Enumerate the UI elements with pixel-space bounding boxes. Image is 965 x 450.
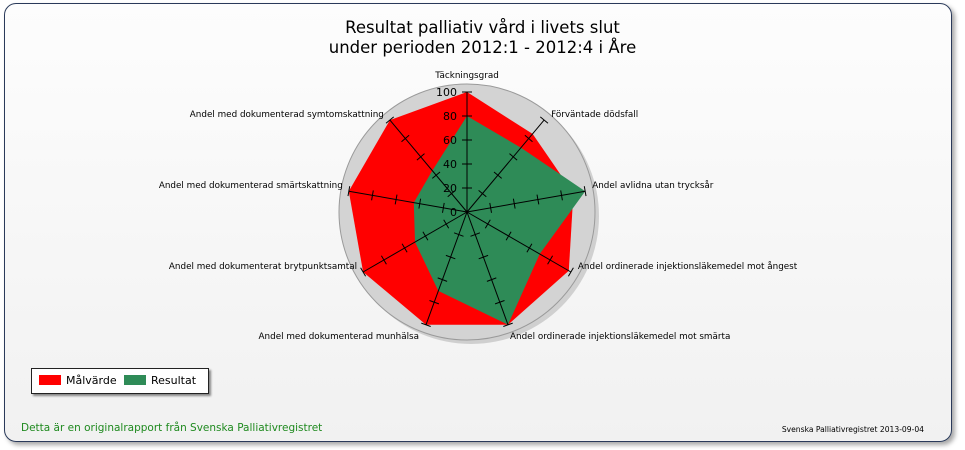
spoke-tick [526,243,533,253]
chart-title: Resultat palliativ vård i livets slut un… [0,18,965,58]
spoke-tick [493,171,503,179]
axis-label-1: Förväntade dödsfall [551,110,638,120]
spoke-tick [429,300,440,305]
spoke-3 [466,211,572,273]
axis-label-4: Andel ordinerade injektionsläkemedel mot… [510,332,730,342]
spoke-tick [560,190,563,201]
legend-swatch-malvarde [39,375,61,385]
spoke-5 [425,211,468,325]
radial-tick-label: 40 [443,158,457,171]
legend-item-resultat: Resultat [124,374,196,388]
spoke-tick [421,322,431,327]
radial-tick-label: 60 [443,134,457,147]
spoke-tick [509,153,518,161]
spoke-tick [547,255,554,265]
spoke-8 [389,119,468,213]
spoke-2 [466,190,586,213]
spoke-tick [380,255,387,265]
axis-label-7: Andel med dokumenterad smärtskattning [159,181,343,191]
chart-title-line-2: under perioden 2012:1 - 2012:4 i Åre [328,38,637,57]
spoke-tick [583,186,587,197]
spoke-tick [401,134,410,143]
axis-label-5: Andel med dokumenterad munhälsa [259,332,419,342]
radial-tick-label: 80 [443,110,457,123]
spoke-tick [505,231,512,241]
chart-title-line-1: Resultat palliativ vård i livets slut [345,18,620,37]
axis-label-8: Andel med dokumenterad symtomskattning [190,110,384,120]
legend: Målvärde Resultat [31,368,209,394]
spoke-tick [347,186,351,197]
spoke-tick [453,232,464,237]
spoke-1 [466,119,545,213]
spoke-tick [371,190,374,201]
radial-tick-label: 0 [450,206,457,219]
spoke-tick [394,194,398,205]
series-area-resultat [413,116,586,325]
footer-credit: Svenska Palliativregistret 2013-09-04 [781,425,924,434]
spoke-tick [489,202,492,213]
axis-label-2: Andel avlidna utan trycksår [592,180,714,191]
spoke-tick [442,202,445,213]
radial-tick-label: 100 [436,86,457,99]
spoke-tick [539,116,549,124]
axis-label-6: Andel med dokumenterat brytpunktsamtal [169,262,357,272]
legend-item-malvarde: Målvärde [39,374,117,388]
legend-label-resultat: Resultat [151,374,197,387]
spoke-tick [422,231,429,241]
spoke-tick [447,190,456,198]
legend-label-malvarde: Målvärde [66,374,117,387]
spoke-tick [443,219,450,229]
spoke-tick [503,322,513,327]
spoke-tick [494,300,505,305]
spoke-tick [478,190,487,198]
spoke-tick [385,116,395,124]
spoke-tick [486,277,497,282]
spoke-tick [524,134,533,143]
spoke-tick [512,198,516,209]
spoke-tick [401,243,408,253]
axis-label-3: Andel ordinerade injektionsläkemedel mot… [578,261,798,272]
legend-swatch-resultat [124,375,146,385]
axis-label-0: Täckningsgrad [434,71,499,81]
spoke-tick [416,153,425,161]
spoke-tick [536,194,540,205]
source-note: Detta är en originalrapport från Svenska… [21,422,323,434]
spoke-tick [360,267,367,277]
spoke-tick [437,277,448,282]
spoke-tick [567,267,574,277]
spoke-4 [466,211,509,325]
spoke-tick [418,198,422,209]
spoke-tick [470,232,481,237]
spoke-tick [445,254,456,260]
spoke-7 [348,190,468,213]
spoke-6 [362,211,468,273]
radial-tick-label: 20 [443,182,457,195]
spoke-tick [431,171,441,179]
spoke-tick [484,219,491,229]
spoke-tick [478,254,489,260]
